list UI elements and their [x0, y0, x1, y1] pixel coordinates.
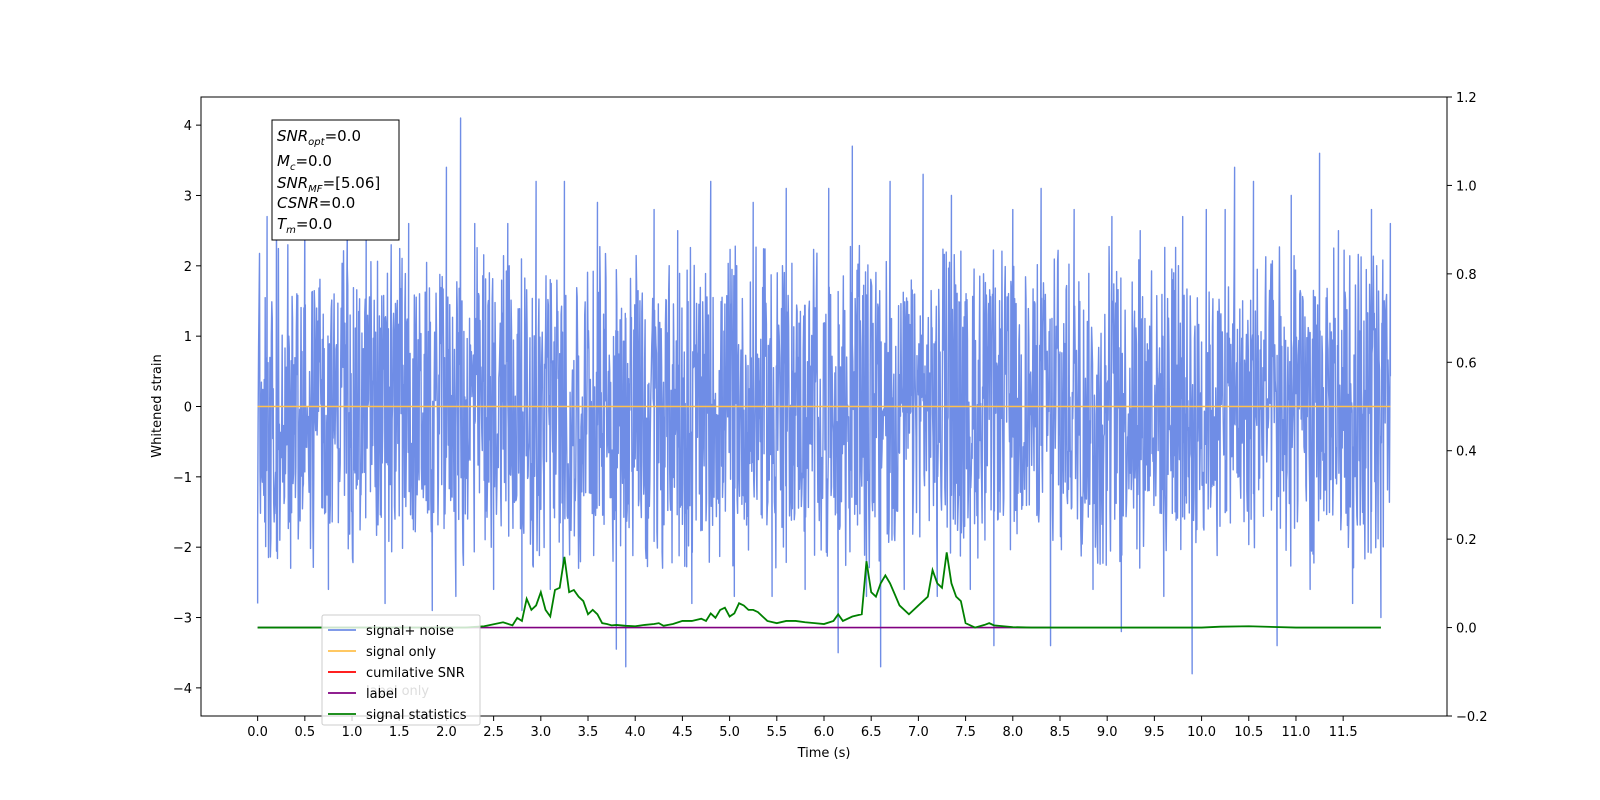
info-snr-opt: SNRopt=0.0: [277, 127, 361, 148]
x-tick-label: 2.0: [436, 725, 457, 740]
y-tick-label: 3: [184, 189, 192, 204]
legend-hidden-text: label only: [366, 684, 429, 699]
x-tick-label: 4.0: [625, 725, 646, 740]
y2-tick-label: 0.2: [1456, 533, 1477, 548]
y-axis-right: 1.2 1.0 0.8 0.6 0.4 0.2 0.0 −0.2: [1447, 91, 1488, 725]
y-tick-label: −3: [173, 612, 192, 627]
x-tick-label: 9.0: [1097, 725, 1118, 740]
x-axis: 0.0 0.5 1.0 1.5 2.0 2.5 3.0 3.5 4.0 4.5 5.0 5.5 6.0 6…: [247, 716, 1358, 740]
y2-tick-label: 0.8: [1456, 268, 1477, 283]
y-tick-label: 0: [184, 401, 192, 416]
x-tick-label: 8.5: [1050, 725, 1071, 740]
legend-label: signal statistics: [366, 708, 467, 723]
x-tick-label: 11.0: [1281, 725, 1310, 740]
info-csnr: CSNR=0.0: [277, 194, 355, 212]
x-tick-label: 6.5: [861, 725, 882, 740]
y-tick-label: 4: [184, 119, 192, 134]
y2-tick-label: 0.0: [1456, 622, 1477, 637]
x-tick-label: 5.5: [766, 725, 787, 740]
x-tick-label: 7.0: [908, 725, 929, 740]
info-snr-mf: SNRMF=[5.06]: [277, 174, 380, 195]
legend-frame: [321, 614, 481, 726]
x-tick-label: 1.5: [389, 725, 410, 740]
x-tick-label: 6.0: [814, 725, 835, 740]
info-box-frame: [271, 119, 400, 241]
x-tick-label: 4.5: [672, 725, 693, 740]
x-tick-label: 10.0: [1187, 725, 1216, 740]
x-tick-label: 9.5: [1144, 725, 1165, 740]
x-tick-label: 5.0: [719, 725, 740, 740]
y-axis-left: 4 3 2 1 0 −1 −2 −3 −4: [173, 119, 201, 697]
legend-label: label: [366, 687, 397, 702]
x-axis-label: Time (s): [797, 746, 851, 761]
x-tick-label: 2.5: [483, 725, 504, 740]
x-tick-label: 1.0: [342, 725, 363, 740]
y-tick-label: −1: [173, 471, 192, 486]
x-tick-label: 3.0: [530, 725, 551, 740]
y-axis-label: Whitened strain: [150, 354, 165, 457]
x-tick-label: 7.5: [955, 725, 976, 740]
x-tick-label: 0.0: [247, 725, 268, 740]
y-tick-label: −2: [173, 541, 192, 556]
series-signal-statistics: [257, 552, 1381, 629]
y2-tick-label: 1.0: [1456, 179, 1477, 194]
x-tick-label: 8.0: [1002, 725, 1023, 740]
info-mc: Mc=0.0: [277, 152, 332, 173]
y2-tick-label: 1.2: [1456, 91, 1477, 106]
legend-label: signal only: [366, 645, 436, 660]
legend-label: cumilative SNR: [366, 666, 465, 681]
legend: label only signal+ noise signal only cumil…: [321, 614, 481, 726]
y2-tick-label: 0.4: [1456, 445, 1477, 460]
x-tick-label: 0.5: [294, 725, 315, 740]
x-tick-label: 11.5: [1329, 725, 1358, 740]
x-tick-label: 10.5: [1234, 725, 1263, 740]
series-layer: [256, 117, 1392, 675]
y2-tick-label: −0.2: [1456, 710, 1488, 725]
series-signal-noise: [256, 117, 1392, 675]
x-tick-label: 3.5: [578, 725, 599, 740]
y-tick-label: 1: [184, 330, 192, 345]
y-tick-label: −4: [173, 682, 192, 697]
legend-label: signal+ noise: [366, 624, 454, 639]
y-tick-label: 2: [184, 260, 192, 275]
y2-tick-label: 0.6: [1456, 356, 1477, 371]
info-box: SNRopt=0.0 Mc=0.0 SNRMF=[5.06] CSNR=0.0 …: [271, 119, 400, 241]
info-tm: Tm=0.0: [277, 215, 332, 236]
